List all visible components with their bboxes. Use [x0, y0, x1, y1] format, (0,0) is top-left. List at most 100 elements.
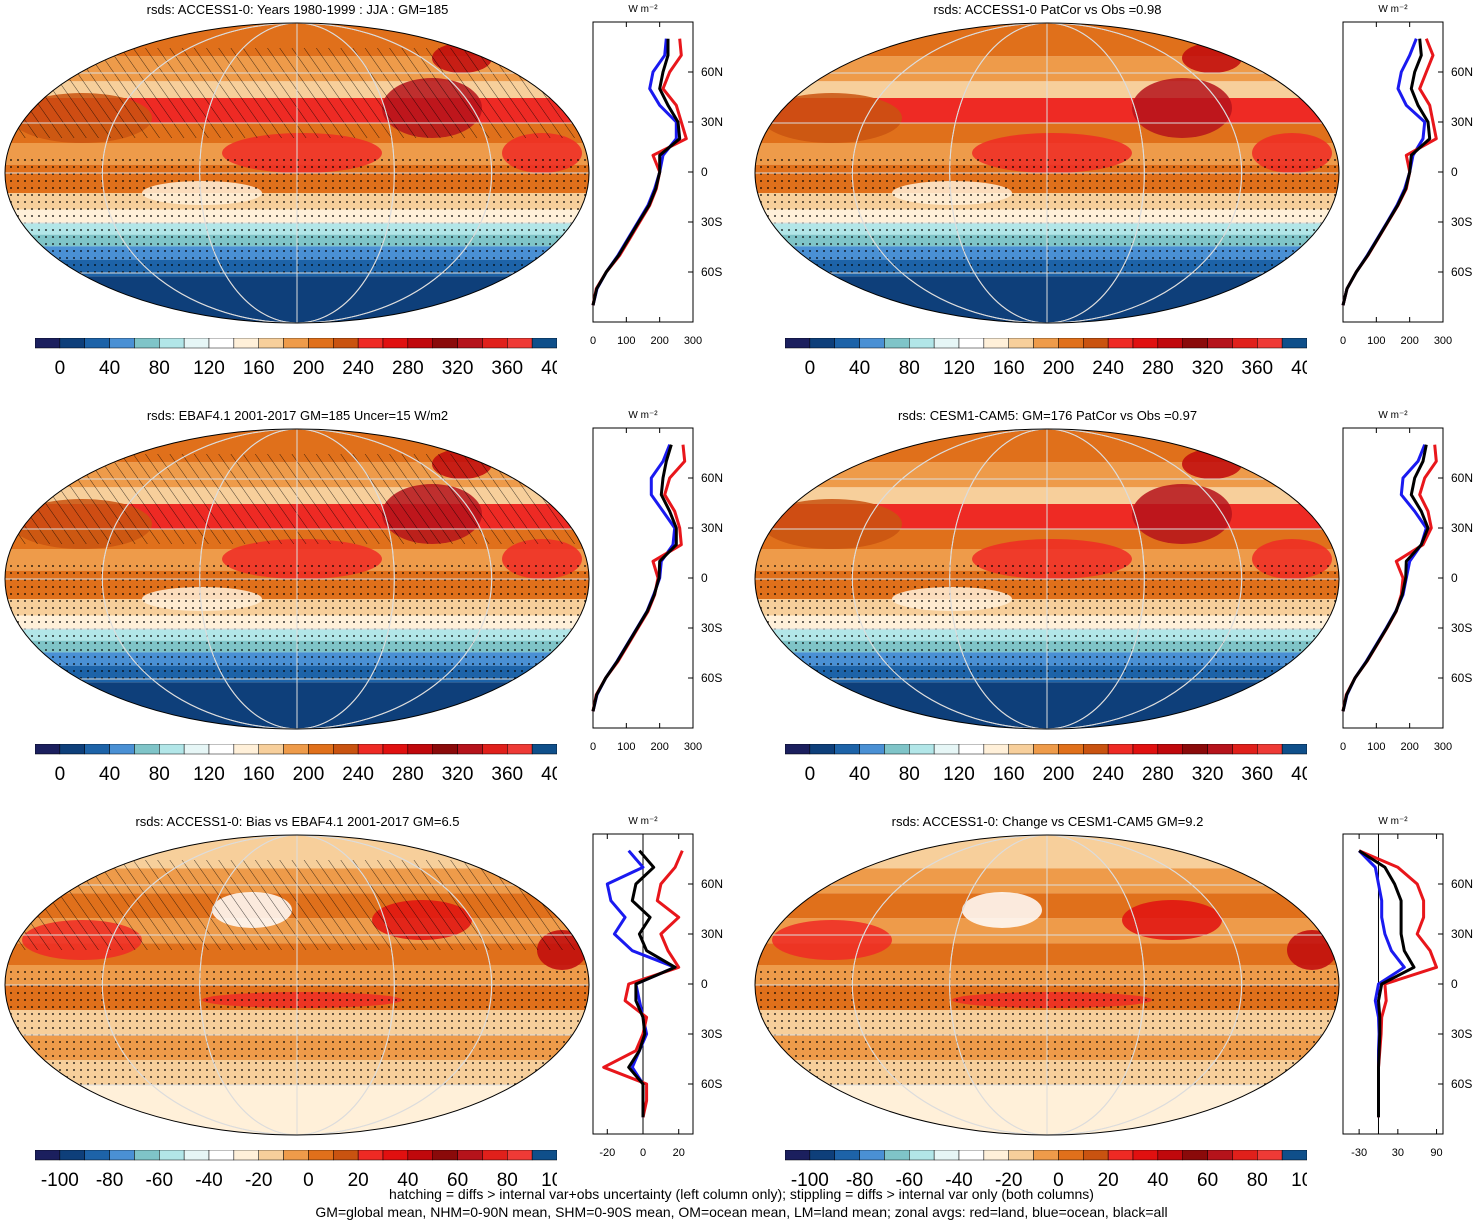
colorbar-swatch: [785, 338, 811, 349]
zonal-ytick-label: 60N: [1451, 877, 1473, 891]
colorbar-label: 80: [899, 764, 920, 785]
colorbar-swatch: [233, 744, 259, 755]
colorbar: -100 -80 -60 -40 -20 0 20 40 60 80 100: [785, 1150, 1307, 1191]
world-map: [4, 834, 590, 1136]
colorbar-label: 80: [1247, 1170, 1268, 1191]
map-feature: [762, 499, 902, 549]
colorbar-label: 120: [943, 764, 975, 785]
zonal-unit-label: W m⁻²: [628, 4, 658, 15]
zonal-ytick-label: 30S: [701, 621, 722, 635]
graticule-line: [949, 835, 1145, 1135]
colorbar-swatch: [507, 1150, 533, 1161]
colorbar-swatch: [258, 338, 284, 349]
zonal-xtick-label: 30: [1392, 1147, 1404, 1159]
colorbar-label: 360: [491, 358, 523, 379]
zonal-ytick-label: 60S: [1451, 671, 1472, 685]
colorbar-label: 320: [442, 764, 474, 785]
colorbar-label: 280: [1142, 764, 1174, 785]
colorbar-swatch: [983, 1150, 1009, 1161]
zonal-xtick-label: 20: [673, 1147, 685, 1159]
colorbar-swatch: [1257, 1150, 1283, 1161]
zonal-xtick-label: 90: [1430, 1147, 1442, 1159]
map-title: rsds: CESM1-CAM5: GM=176 PatCor vs Obs =…: [897, 408, 1198, 423]
colorbar-swatch: [1033, 1150, 1059, 1161]
zonal-xtick-label: 0: [590, 335, 596, 347]
colorbar-swatch: [407, 1150, 433, 1161]
colorbar-label: -40: [945, 1170, 972, 1191]
graticule-line: [199, 23, 395, 323]
colorbar-label: 40: [99, 358, 120, 379]
colorbar-swatch: [1083, 744, 1109, 755]
colorbar-swatch: [909, 744, 935, 755]
colorbar-swatch: [1157, 338, 1183, 349]
zonal-ytick-label: 0: [1451, 571, 1458, 585]
colorbar-label: 320: [1192, 358, 1224, 379]
world-map: [4, 428, 590, 730]
colorbar-swatch: [884, 1150, 910, 1161]
colorbar: 0 40 80 120 160 200 240 280 320 360 400: [35, 744, 557, 785]
colorbar-label: 400: [541, 358, 557, 379]
colorbar-label: -20: [995, 1170, 1022, 1191]
colorbar-label: 200: [293, 764, 325, 785]
zonal-xtick-label: -30: [1351, 1147, 1367, 1159]
zonal-xtick-label: 200: [650, 335, 668, 347]
colorbar-swatch: [109, 744, 135, 755]
colorbar-swatch: [84, 1150, 110, 1161]
colorbar-swatch: [809, 338, 835, 349]
colorbar-label: 40: [1147, 1170, 1168, 1191]
colorbar-label: 80: [899, 358, 920, 379]
colorbar-label: -20: [245, 1170, 272, 1191]
colorbar-swatch: [407, 338, 433, 349]
zonal-series-land: [602, 850, 684, 1118]
graticule-line: [851, 23, 1243, 323]
zonal-frame: [592, 21, 694, 323]
colorbar-swatch: [308, 744, 334, 755]
colorbar-label: 40: [849, 358, 870, 379]
zonal-ytick-label: 60N: [701, 471, 723, 485]
zonal-xtick-label: 100: [1367, 741, 1385, 753]
colorbar-label: 100: [1291, 1170, 1307, 1191]
colorbar-swatch: [1182, 1150, 1208, 1161]
colorbar-swatch: [59, 1150, 85, 1161]
colorbar-swatch: [233, 338, 259, 349]
colorbar-swatch: [109, 1150, 135, 1161]
zonal-xtick-label: 100: [617, 335, 635, 347]
graticule-line: [101, 429, 493, 729]
colorbar-swatch: [1083, 1150, 1109, 1161]
zonal-ytick-label: 0: [1451, 165, 1458, 179]
colorbar-swatch: [785, 1150, 811, 1161]
world-map: [4, 22, 590, 324]
colorbar-swatch: [884, 338, 910, 349]
colorbar-label: 320: [1192, 764, 1224, 785]
colorbar-swatch: [357, 338, 384, 349]
colorbar-swatch: [432, 338, 458, 349]
colorbar-label: 0: [303, 1170, 314, 1191]
colorbar-swatch: [134, 1150, 160, 1161]
colorbar-label: 240: [342, 764, 374, 785]
zonal-xtick-label: 100: [1367, 335, 1385, 347]
colorbar-label: 280: [1142, 358, 1174, 379]
panel-4: rsds: CESM1-CAM5: GM=176 PatCor vs Obs =…: [750, 406, 1483, 811]
colorbar-label: 400: [541, 764, 557, 785]
graticule-line: [101, 23, 493, 323]
map-title: rsds: ACCESS1-0: Bias vs EBAF4.1 2001-20…: [135, 814, 460, 829]
colorbar-swatch: [159, 1150, 185, 1161]
colorbar-label: -100: [791, 1170, 829, 1191]
colorbar-label: 200: [1043, 358, 1075, 379]
colorbar-swatch: [159, 338, 185, 349]
map-title: rsds: ACCESS1-0 PatCor vs Obs =0.98: [933, 2, 1162, 17]
zonal-ytick-label: 30N: [701, 927, 723, 941]
colorbar-swatch: [809, 1150, 835, 1161]
colorbar: -100 -80 -60 -40 -20 0 20 40 60 80 100: [35, 1150, 557, 1191]
colorbar-swatch: [933, 1150, 960, 1161]
zonal-unit-label: W m⁻²: [1378, 816, 1408, 827]
colorbar-swatch: [834, 744, 860, 755]
colorbar-label: 360: [1241, 764, 1273, 785]
zonal-xtick-label: 0: [1340, 335, 1346, 347]
colorbar-label: 20: [348, 1170, 369, 1191]
colorbar-swatch: [785, 744, 811, 755]
zonal-series-all: [627, 849, 677, 1118]
colorbar-label: 120: [193, 764, 225, 785]
colorbar-swatch: [333, 744, 359, 755]
colorbar-label: 40: [397, 1170, 418, 1191]
